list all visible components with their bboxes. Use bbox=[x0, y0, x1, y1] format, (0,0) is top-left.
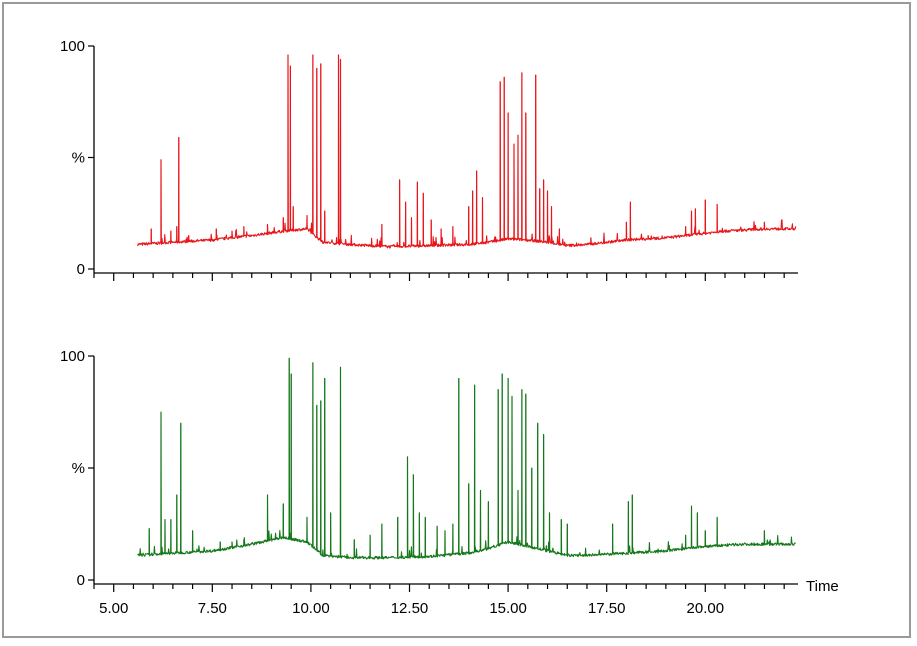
bottom-x-tick-label: 20.00 bbox=[687, 600, 725, 617]
x-axis-title: Time bbox=[806, 578, 839, 595]
bottom-x-tick-label: 10.00 bbox=[292, 600, 330, 617]
top-y-tick-label: % bbox=[72, 150, 85, 167]
chromatogram-frame: 0% 100 0% 100 5.00 7.50 10.00 12.50 15.00 17.50 20… bbox=[2, 2, 911, 638]
top-trace-line bbox=[136, 54, 797, 249]
bottom-y-tick-label: 0 bbox=[77, 572, 85, 589]
top-y-tick-label: 100 bbox=[60, 38, 85, 55]
bottom-x-tick-label: 5.00 bbox=[99, 600, 128, 617]
bottom-y-tick-label: % bbox=[72, 460, 85, 477]
bottom-x-tick-label: 12.50 bbox=[391, 600, 429, 617]
bottom-x-tick-label: 15.00 bbox=[489, 600, 527, 617]
bottom-trace-line bbox=[137, 357, 796, 560]
bottom-x-tick-label: 7.50 bbox=[198, 600, 227, 617]
top-y-tick-label: 0 bbox=[77, 261, 85, 278]
chromatogram-chart: 0% 100 0% 100 5.00 7.50 10.00 12.50 15.00 17.50 20… bbox=[60, 38, 839, 617]
bottom-x-tick-label: 17.50 bbox=[588, 600, 626, 617]
bottom-y-tick-label: 100 bbox=[60, 348, 85, 365]
